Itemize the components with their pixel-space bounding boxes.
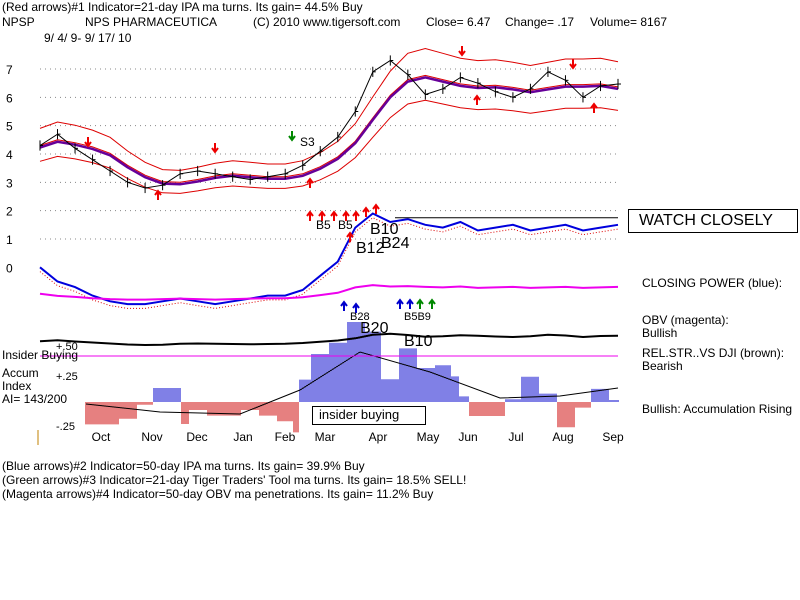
- signal-arrows: [84, 46, 598, 313]
- date-range: 9/ 4/ 9- 9/ 17/ 10: [44, 31, 132, 45]
- red-up-arrow: [352, 210, 360, 221]
- x-tick-label: Aug: [552, 430, 573, 444]
- insider-buying-box: insider buying: [312, 406, 426, 425]
- x-tick-label: Sep: [602, 430, 624, 444]
- copyright-text: (C) 2010 www.tigersoft.com: [253, 15, 401, 29]
- month-axis: Oct Nov Dec Jan Feb Mar Apr May Jun Jul Aug Sep: [37, 430, 624, 445]
- signal-b5-first: B5: [316, 218, 331, 232]
- x-tick-label: Jan: [233, 430, 252, 444]
- y-tick-label: 2: [6, 205, 13, 219]
- x-tick-label: Mar: [315, 430, 336, 444]
- y-tick-label: 7: [6, 63, 13, 77]
- insider-buying-label: Insider Buying: [2, 348, 79, 362]
- y-tick-label: 3: [6, 176, 13, 190]
- ticker-symbol: NPSP: [2, 15, 35, 29]
- closing-power-ma: [39, 217, 619, 309]
- price-axis: 7 6 5 4 3 2 1 0: [6, 63, 13, 275]
- red-up-arrow: [306, 177, 314, 188]
- footer-blue-arrows: (Blue arrows)#2 Indicator=50-day IPA ma …: [2, 459, 365, 473]
- red-up-arrow: [372, 203, 380, 214]
- y-tick-label: 6: [6, 91, 13, 105]
- red-up-arrow: [154, 189, 162, 200]
- signal-b10: B10: [370, 221, 399, 238]
- green-up-arrow: [416, 298, 424, 309]
- accumulation-status: Bullish: Accumulation Rising: [642, 402, 793, 416]
- red-down-arrow: [458, 46, 466, 57]
- insider-buying-box-label: insider buying: [319, 407, 400, 422]
- lower-band: [39, 99, 619, 194]
- moving-average: [39, 76, 619, 186]
- ai-value: AI= 143/200: [2, 392, 68, 406]
- obv-label: OBV (magenta):: [642, 313, 729, 327]
- red-up-arrow: [362, 206, 370, 217]
- watch-closely-box: WATCH CLOSELY: [628, 209, 798, 233]
- footer-green-arrows: (Green arrows)#3 Indicator=21-day Tiger …: [2, 473, 467, 487]
- signal-b5b9: B5B9: [404, 311, 431, 323]
- index-label: Index: [2, 379, 32, 393]
- red-up-arrow: [306, 210, 314, 221]
- blue-up-arrow: [340, 300, 348, 311]
- blue-up-arrow: [352, 302, 360, 313]
- header-indicator-line: (Red arrows)#1 Indicator=21-day IPA ma t…: [2, 0, 363, 14]
- signal-b12: B12: [356, 240, 385, 257]
- signal-b20: B20: [360, 320, 389, 337]
- red-up-arrow: [330, 210, 338, 221]
- accum-minus25-label: -.25: [56, 421, 75, 433]
- red-up-arrow: [342, 210, 350, 221]
- red-up-arrow: [473, 94, 481, 105]
- x-tick-label: Feb: [275, 430, 296, 444]
- signal-b5-second: B5: [338, 218, 353, 232]
- relstr-label: REL.STR..VS DJI (brown):: [642, 346, 785, 360]
- red-up-arrow: [590, 102, 598, 113]
- x-tick-label: Nov: [141, 430, 162, 444]
- y-tick-label: 0: [6, 261, 13, 275]
- x-tick-label: Jul: [508, 430, 523, 444]
- obv-line: [39, 284, 619, 301]
- price-line: [39, 59, 619, 189]
- accum-label: Accum: [2, 366, 39, 380]
- y-tick-label: 5: [6, 120, 13, 134]
- relstr-status: Bearish: [642, 359, 683, 373]
- red-down-arrow: [569, 59, 577, 70]
- accum-plus50-label: +.50: [56, 341, 78, 353]
- y-tick-label: 1: [6, 233, 13, 247]
- x-tick-label: Jun: [458, 430, 477, 444]
- closing-power-line: [39, 212, 619, 306]
- middle-band: [39, 74, 619, 183]
- signal-b10-lower: B10: [404, 333, 433, 350]
- x-tick-label: Oct: [92, 430, 111, 444]
- x-tick-label: May: [417, 430, 440, 444]
- blue-up-arrow: [406, 298, 414, 309]
- upper-band: [39, 47, 619, 171]
- red-down-arrow: [211, 143, 219, 154]
- x-tick-label: Dec: [186, 430, 207, 444]
- red-down-arrow: [84, 137, 92, 148]
- signal-b28: B28: [350, 311, 370, 323]
- footer-magenta-arrows: (Magenta arrows)#4 Indicator=50-day OBV …: [2, 487, 434, 501]
- volume-value: Volume= 8167: [590, 15, 668, 29]
- watch-closely-label: WATCH CLOSELY: [639, 212, 773, 229]
- red-up-arrow: [346, 231, 354, 242]
- obv-status: Bullish: [642, 326, 678, 340]
- change-value: Change= .17: [505, 15, 575, 29]
- y-tick-label: 4: [6, 148, 13, 162]
- accum-plus25-label: +.25: [56, 371, 78, 383]
- blue-up-arrow: [396, 298, 404, 309]
- accumulation-ma: [85, 351, 619, 415]
- accumulation-bars: [85, 322, 619, 433]
- red-up-arrow: [318, 210, 326, 221]
- green-down-arrow: [288, 131, 296, 142]
- indicator-lines: [39, 47, 621, 357]
- green-up-arrow: [428, 298, 436, 309]
- company-name: NPS PHARMACEUTICA: [85, 15, 218, 29]
- signal-s3: S3: [300, 135, 315, 149]
- relstr-line: [39, 332, 619, 347]
- close-value: Close= 6.47: [426, 15, 491, 29]
- x-tick-label: Apr: [369, 430, 388, 444]
- closing-power-label: CLOSING POWER (blue):: [642, 276, 783, 290]
- signal-b24: B24: [381, 235, 410, 252]
